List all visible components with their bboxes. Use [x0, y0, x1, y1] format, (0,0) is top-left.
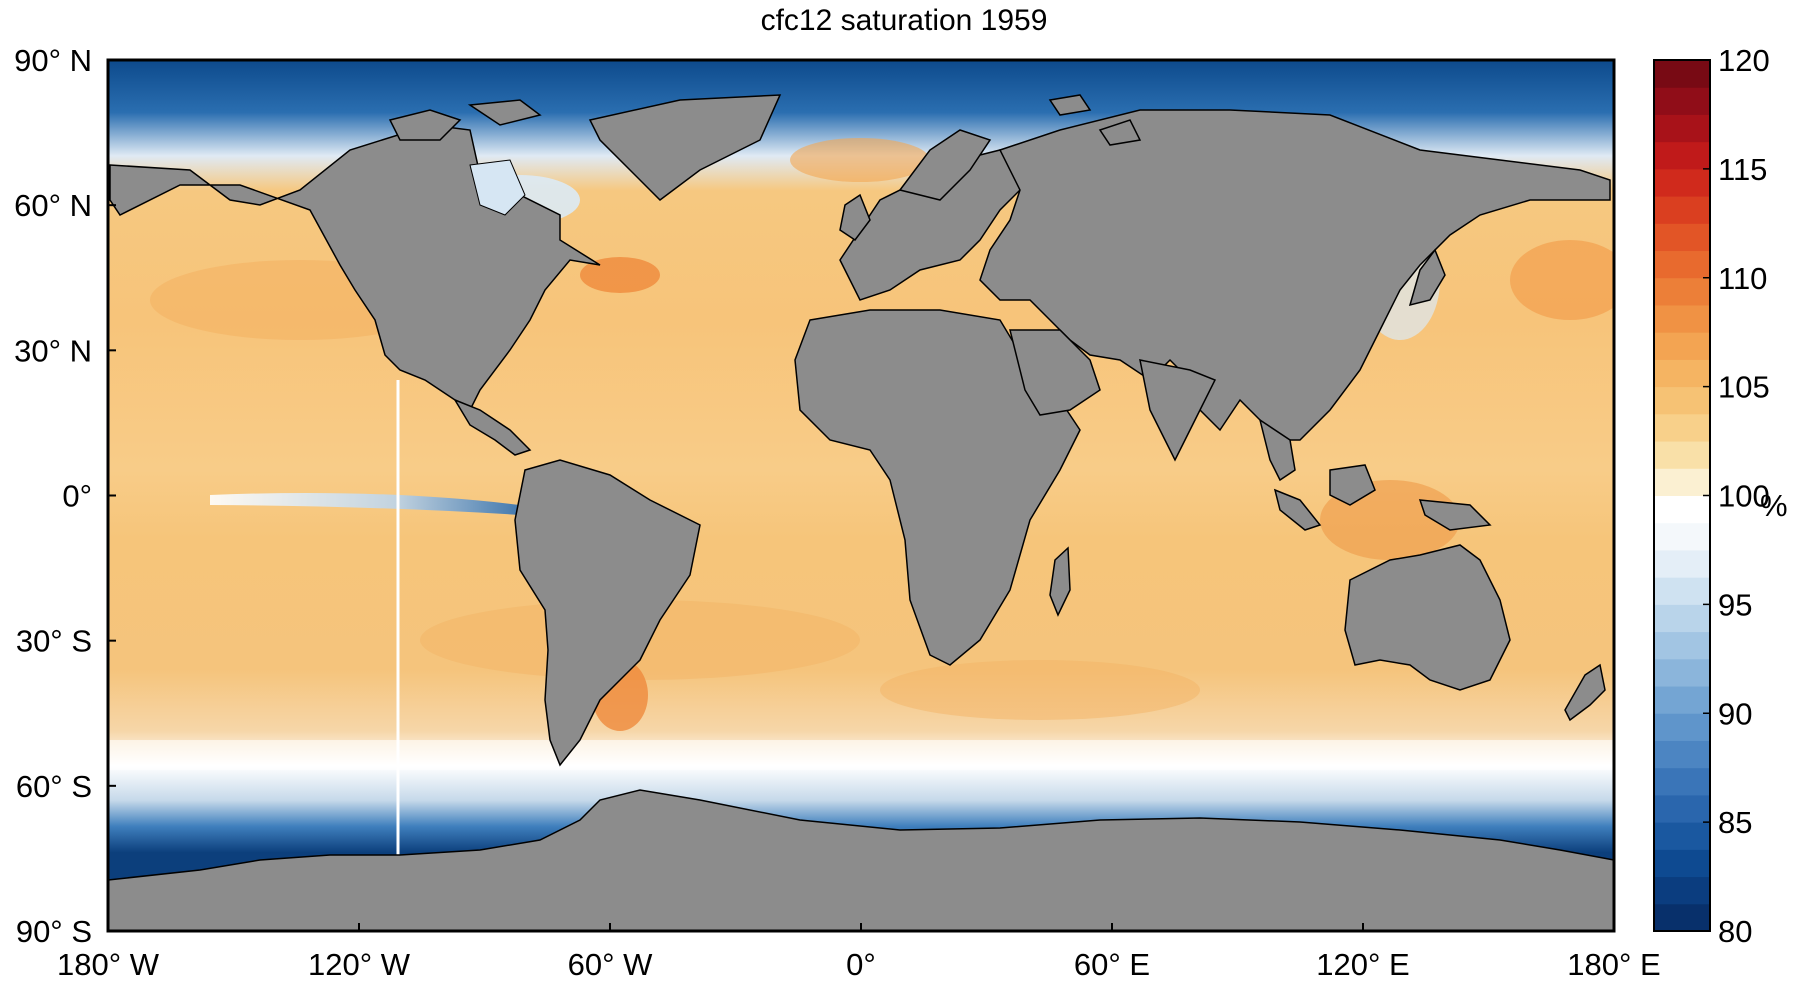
colorbar-swatch: [1654, 114, 1710, 143]
colorbar-swatch: [1654, 604, 1710, 633]
colorbar-swatch: [1654, 767, 1710, 796]
colorbar-swatch: [1654, 495, 1710, 524]
lon-tick-label: 120° W: [308, 947, 411, 982]
lon-tick-label: 0°: [846, 947, 876, 982]
australia: [1344, 544, 1511, 691]
arabia: [1009, 329, 1101, 416]
colorbar-swatch: [1654, 386, 1710, 415]
new-guinea: [1418, 499, 1492, 531]
borneo: [1329, 464, 1376, 506]
antarctica: [108, 789, 1614, 931]
colorbar-swatch: [1654, 277, 1710, 306]
lon-tick-label: 180° W: [57, 947, 160, 982]
colorbar-tick-label: 115: [1718, 152, 1767, 187]
colorbar-swatch: [1654, 196, 1710, 224]
colorbar-tick-label: 100: [1718, 479, 1770, 514]
colorbar-swatch: [1654, 549, 1710, 578]
colorbar-swatch: [1654, 250, 1710, 279]
colorbar-tick-label: 95: [1718, 587, 1752, 622]
lat-tick-label: 30° S: [16, 624, 92, 659]
colorbar-swatch: [1654, 87, 1710, 115]
colorbar-tick-label: 90: [1718, 696, 1752, 731]
south-america: [514, 459, 701, 767]
lon-tick-label: 120° E: [1316, 947, 1409, 982]
longitude-tick-labels: 180° W 120° W 60° W 0° 60° E 120° E 180° E: [57, 923, 1661, 982]
colorbar-tick-label: 120: [1718, 43, 1770, 78]
colorbar-swatches: [1654, 60, 1710, 932]
colorbar: 80 85 90 95 100 105 110 115 120 %: [1653, 43, 1788, 949]
africa: [794, 309, 1081, 666]
lat-tick-label: 30° N: [14, 333, 92, 368]
colorbar-swatch: [1654, 359, 1710, 388]
colorbar-swatch: [1654, 332, 1710, 360]
colorbar-swatch: [1654, 822, 1710, 850]
colorbar-unit: %: [1760, 488, 1788, 523]
colorbar-swatch: [1654, 441, 1710, 469]
scandinavia: [898, 129, 992, 201]
central-america: [453, 398, 532, 456]
colorbar-swatch: [1654, 849, 1710, 878]
colorbar-swatch: [1654, 794, 1710, 823]
colorbar-swatch: [1654, 686, 1710, 714]
colorbar-swatch: [1654, 740, 1710, 769]
japan: [1408, 248, 1446, 307]
colorbar-swatch: [1654, 713, 1710, 741]
lat-tick-label: 90° N: [14, 43, 92, 78]
map-title: cfc12 saturation 1959: [760, 4, 1048, 37]
colorbar-swatch: [1654, 468, 1710, 496]
colorbar-swatch: [1654, 631, 1710, 660]
lat-tick-label: 0°: [62, 479, 92, 514]
lon-tick-label: 60° W: [568, 947, 653, 982]
lat-tick-label: 60° S: [16, 769, 92, 804]
colorbar-tick-label: 105: [1718, 370, 1770, 405]
colorbar-swatch: [1654, 141, 1710, 170]
colorbar-tick-label: 110: [1718, 261, 1767, 296]
colorbar-swatch: [1654, 413, 1710, 442]
colorbar-tick-labels: 80 85 90 95 100 105 110 115 120: [1703, 43, 1770, 949]
colorbar-swatch: [1654, 223, 1710, 252]
lon-tick-label: 60° E: [1074, 947, 1150, 982]
lat-tick-label: 60° N: [14, 188, 92, 223]
colorbar-swatch: [1654, 60, 1710, 88]
colorbar-swatch: [1654, 522, 1710, 551]
map-plot-area: [106, 58, 1616, 933]
colorbar-swatch: [1654, 658, 1710, 687]
colorbar-swatch: [1654, 168, 1710, 197]
lat-tick-label: 90° S: [16, 914, 92, 949]
lon-tick-label: 180° E: [1567, 947, 1660, 982]
british-isles: [839, 193, 871, 242]
colorbar-tick-label: 80: [1718, 914, 1752, 949]
new-zealand: [1564, 663, 1606, 722]
sumatra: [1273, 488, 1322, 531]
colorbar-swatch: [1654, 577, 1710, 605]
greenland: [588, 94, 782, 201]
se-asia: [1258, 418, 1296, 482]
india: [1139, 359, 1217, 462]
colorbar-swatch: [1654, 304, 1710, 333]
colorbar-swatch: [1654, 876, 1710, 905]
latitude-tick-labels: 90° N 60° N 30° N 0° 30° S 60° S 90° S: [14, 43, 116, 949]
europe: [839, 149, 1032, 301]
land-masses: [108, 94, 1614, 931]
madagascar: [1049, 546, 1071, 617]
colorbar-tick-label: 85: [1718, 805, 1752, 840]
colorbar-swatch: [1654, 903, 1710, 932]
